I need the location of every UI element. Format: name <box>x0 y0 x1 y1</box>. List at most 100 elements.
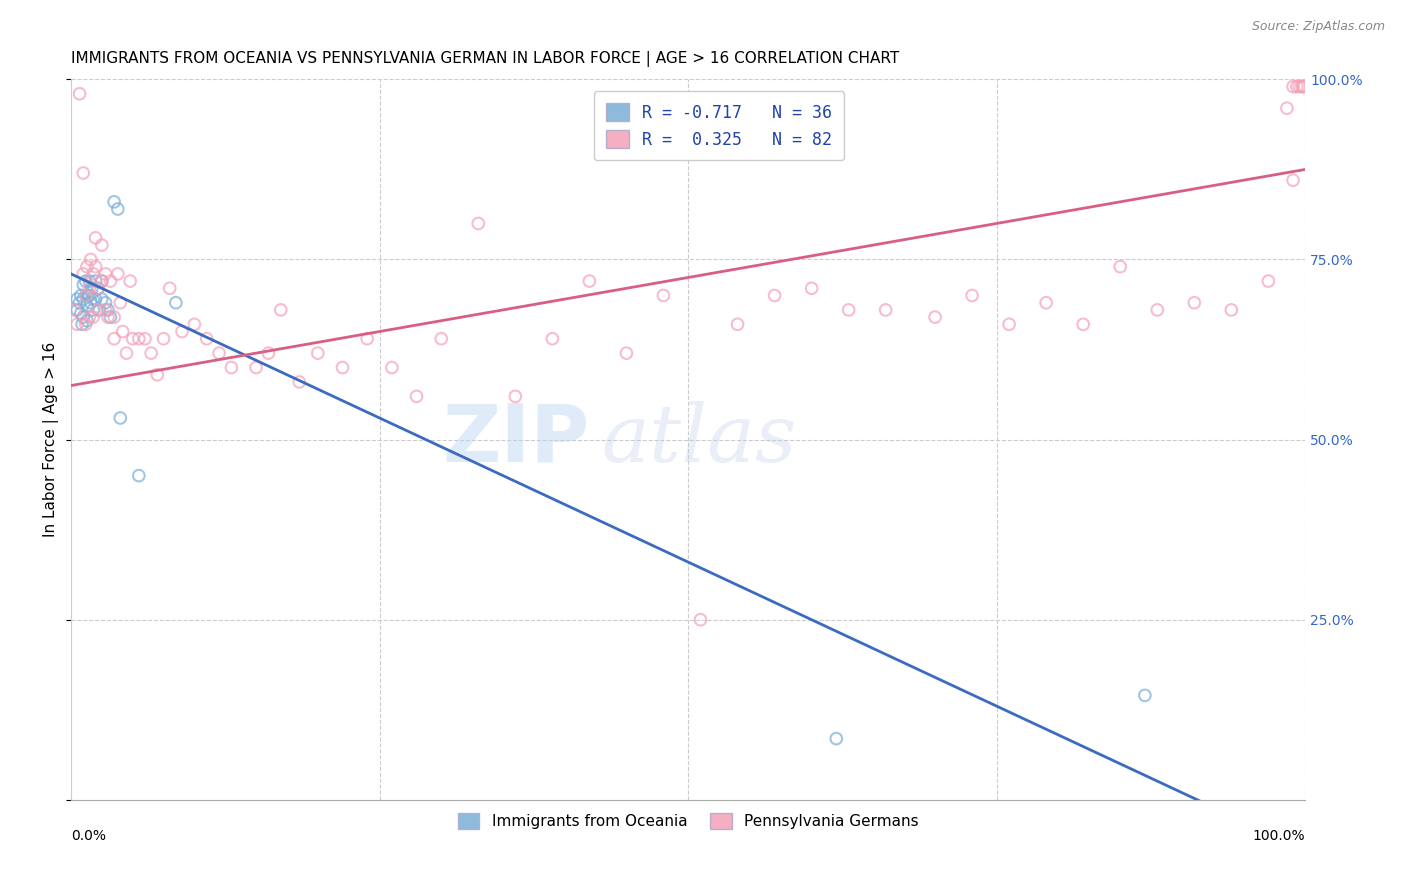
Point <box>72 267 94 281</box>
Point <box>1291 79 1313 94</box>
Point <box>100 274 122 288</box>
Point <box>90 274 112 288</box>
Point <box>221 360 243 375</box>
Point <box>121 332 143 346</box>
Point <box>195 332 218 346</box>
Point <box>82 302 104 317</box>
Point <box>208 346 231 360</box>
Point <box>76 314 98 328</box>
Point <box>103 332 125 346</box>
Text: ZIP: ZIP <box>441 401 589 479</box>
Point <box>170 325 193 339</box>
Point <box>72 292 94 306</box>
Text: 100.0%: 100.0% <box>1253 829 1305 843</box>
Y-axis label: In Labor Force | Age > 16: In Labor Force | Age > 16 <box>44 342 59 537</box>
Point <box>1288 79 1310 94</box>
Point <box>97 302 120 317</box>
Point <box>84 260 107 274</box>
Point <box>80 281 103 295</box>
Point <box>69 288 91 302</box>
Point <box>1035 295 1057 310</box>
Point <box>76 260 98 274</box>
Point <box>77 288 100 302</box>
Point <box>103 194 125 209</box>
Point <box>1275 101 1298 115</box>
Point <box>505 389 527 403</box>
Point <box>90 292 112 306</box>
Point <box>616 346 638 360</box>
Point <box>307 346 329 360</box>
Point <box>87 281 110 295</box>
Text: 0.0%: 0.0% <box>70 829 105 843</box>
Point <box>75 318 97 332</box>
Point <box>257 346 280 360</box>
Point <box>84 292 107 306</box>
Point <box>82 292 104 306</box>
Point <box>1257 274 1279 288</box>
Point <box>875 302 897 317</box>
Text: Source: ZipAtlas.com: Source: ZipAtlas.com <box>1251 20 1385 33</box>
Point <box>75 288 97 302</box>
Point <box>69 295 91 310</box>
Point <box>75 274 97 288</box>
Point <box>79 274 101 288</box>
Point <box>960 288 983 302</box>
Text: atlas: atlas <box>602 401 797 478</box>
Point <box>84 231 107 245</box>
Point <box>689 613 711 627</box>
Point <box>128 468 150 483</box>
Point <box>146 368 169 382</box>
Point <box>152 332 174 346</box>
Point <box>1146 302 1168 317</box>
Point <box>110 411 132 425</box>
Point <box>89 302 111 317</box>
Point <box>1282 79 1305 94</box>
Point <box>1220 302 1243 317</box>
Point <box>75 288 97 302</box>
Point <box>66 302 89 317</box>
Point <box>924 310 946 325</box>
Point <box>1182 295 1205 310</box>
Legend: Immigrants from Oceania, Pennsylvania Germans: Immigrants from Oceania, Pennsylvania Ge… <box>451 806 925 836</box>
Point <box>356 332 378 346</box>
Point <box>381 360 404 375</box>
Point <box>100 310 122 325</box>
Point <box>165 295 187 310</box>
Point <box>69 306 91 320</box>
Point <box>63 302 86 317</box>
Point <box>66 292 89 306</box>
Point <box>84 274 107 288</box>
Point <box>87 302 110 317</box>
Point <box>288 375 311 389</box>
Point <box>120 274 142 288</box>
Point <box>110 295 132 310</box>
Point <box>82 310 104 325</box>
Point <box>79 281 101 295</box>
Point <box>467 217 489 231</box>
Point <box>115 346 138 360</box>
Point <box>1285 79 1308 94</box>
Point <box>97 310 120 325</box>
Point <box>134 332 156 346</box>
Point <box>141 346 163 360</box>
Point <box>1133 689 1156 703</box>
Point <box>79 252 101 267</box>
Point <box>94 302 117 317</box>
Point <box>72 310 94 325</box>
Point <box>107 267 129 281</box>
Point <box>332 360 354 375</box>
Point <box>825 731 848 746</box>
Point <box>69 87 91 101</box>
Point <box>1071 318 1094 332</box>
Point <box>128 332 150 346</box>
Point <box>183 318 205 332</box>
Point <box>87 281 110 295</box>
Point <box>79 288 101 302</box>
Point <box>82 267 104 281</box>
Point <box>159 281 181 295</box>
Point <box>245 360 267 375</box>
Point <box>72 277 94 292</box>
Point <box>1292 79 1315 94</box>
Text: IMMIGRANTS FROM OCEANIA VS PENNSYLVANIA GERMAN IN LABOR FORCE | AGE > 16 CORRELA: IMMIGRANTS FROM OCEANIA VS PENNSYLVANIA … <box>70 51 900 67</box>
Point <box>90 274 112 288</box>
